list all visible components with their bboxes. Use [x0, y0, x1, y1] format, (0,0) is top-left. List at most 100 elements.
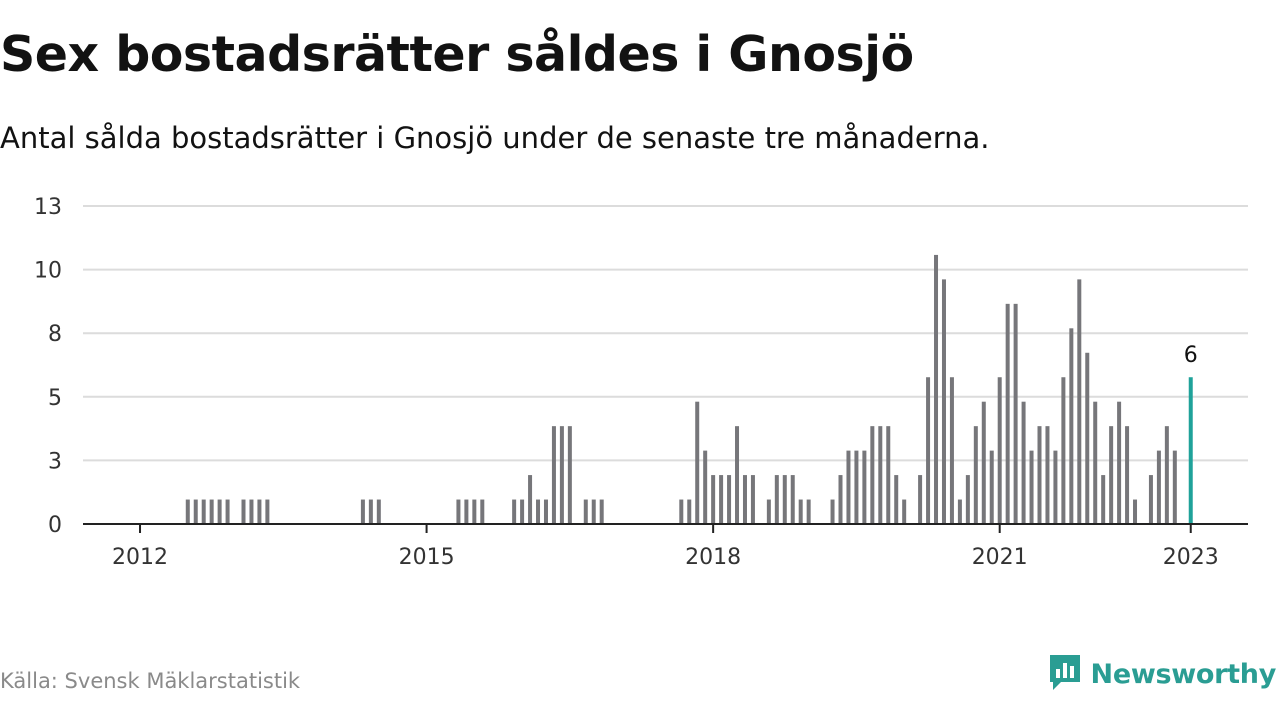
bar — [368, 499, 373, 524]
bar — [862, 450, 867, 524]
bar — [1037, 426, 1042, 524]
y-tick-label: 13 — [34, 195, 62, 220]
bar — [512, 499, 517, 524]
bar — [750, 475, 755, 524]
bar — [1133, 499, 1138, 524]
y-tick-label: 3 — [48, 449, 62, 474]
chart-subtitle: Antal sålda bostadsrätter i Gnosjö under… — [0, 121, 990, 155]
bar — [926, 377, 931, 524]
bar — [591, 499, 596, 524]
bar — [1053, 450, 1058, 524]
bar — [1117, 401, 1122, 524]
bar — [798, 499, 803, 524]
bar — [520, 499, 525, 524]
y-tick-label: 0 — [48, 513, 62, 538]
y-axis-labels: 0 3 5 8 10 13 — [34, 195, 62, 538]
bar — [719, 475, 724, 524]
bar — [265, 499, 270, 524]
x-axis: 2012 2015 2018 2021 2023 — [83, 523, 1248, 570]
y-tick-label: 10 — [34, 259, 62, 284]
bar — [703, 450, 708, 524]
bar — [456, 499, 461, 524]
bar-chart: 0 3 5 8 10 13 6 2012 2015 2018 2021 2023 — [34, 195, 1248, 570]
x-tick-label: 2012 — [112, 545, 168, 570]
x-tick-label: 2015 — [399, 545, 455, 570]
bar — [766, 499, 771, 524]
bar — [902, 499, 907, 524]
bar — [1069, 328, 1074, 524]
bar — [583, 499, 588, 524]
y-tick-label: 5 — [48, 386, 62, 411]
bar — [846, 450, 851, 524]
bar — [1045, 426, 1050, 524]
bar — [695, 401, 700, 524]
bar — [1085, 352, 1090, 524]
source-note: Källa: Svensk Mäklarstatistik — [0, 669, 301, 693]
bar — [878, 426, 883, 524]
y-tick-label: 8 — [48, 322, 62, 347]
bar — [854, 450, 859, 524]
bar — [193, 499, 198, 524]
bar — [559, 426, 564, 524]
bar — [1021, 401, 1026, 524]
bar — [360, 499, 365, 524]
bar — [1164, 426, 1169, 524]
bar — [551, 426, 556, 524]
bar — [536, 499, 541, 524]
bar — [217, 499, 222, 524]
bar — [894, 475, 899, 524]
bar — [989, 450, 994, 524]
bar — [257, 499, 262, 524]
bar — [965, 475, 970, 524]
bar — [528, 475, 533, 524]
bar — [774, 475, 779, 524]
bar — [782, 475, 787, 524]
bar — [973, 426, 978, 524]
bar — [1029, 450, 1034, 524]
bar — [742, 475, 747, 524]
bar — [376, 499, 381, 524]
bar — [918, 475, 923, 524]
brand-name: Newsworthy — [1090, 658, 1277, 690]
bar — [1077, 279, 1082, 524]
bar — [679, 499, 684, 524]
bar — [981, 401, 986, 524]
bar — [957, 499, 962, 524]
bar — [886, 426, 891, 524]
bar — [543, 499, 548, 524]
bar — [1148, 475, 1153, 524]
bar — [201, 499, 206, 524]
bar — [997, 377, 1002, 524]
bar — [1125, 426, 1130, 524]
bar — [1156, 450, 1161, 524]
bar — [225, 499, 230, 524]
x-tick-label: 2023 — [1163, 545, 1219, 570]
bar — [1101, 475, 1106, 524]
bar — [941, 279, 946, 524]
x-tick-label: 2018 — [685, 545, 741, 570]
bar — [185, 499, 190, 524]
bar — [464, 499, 469, 524]
bar — [1093, 401, 1098, 524]
bar — [1061, 377, 1066, 524]
chart-speech-bubble-icon — [1047, 652, 1083, 696]
bar — [249, 499, 254, 524]
bar — [870, 426, 875, 524]
bar — [1109, 426, 1114, 524]
x-tick-label: 2021 — [972, 545, 1028, 570]
bar — [735, 426, 740, 524]
bar — [830, 499, 835, 524]
bars: 6 — [185, 254, 1198, 524]
bar — [934, 254, 939, 524]
bar — [790, 475, 795, 524]
bar — [838, 475, 843, 524]
bar — [1013, 303, 1018, 524]
newsworthy-logo[interactable]: Newsworthy — [1047, 652, 1276, 696]
bar — [1172, 450, 1177, 524]
bar — [727, 475, 732, 524]
bar — [949, 377, 954, 524]
bar — [567, 426, 572, 524]
bar — [241, 499, 246, 524]
bar — [711, 475, 716, 524]
bar — [599, 499, 604, 524]
